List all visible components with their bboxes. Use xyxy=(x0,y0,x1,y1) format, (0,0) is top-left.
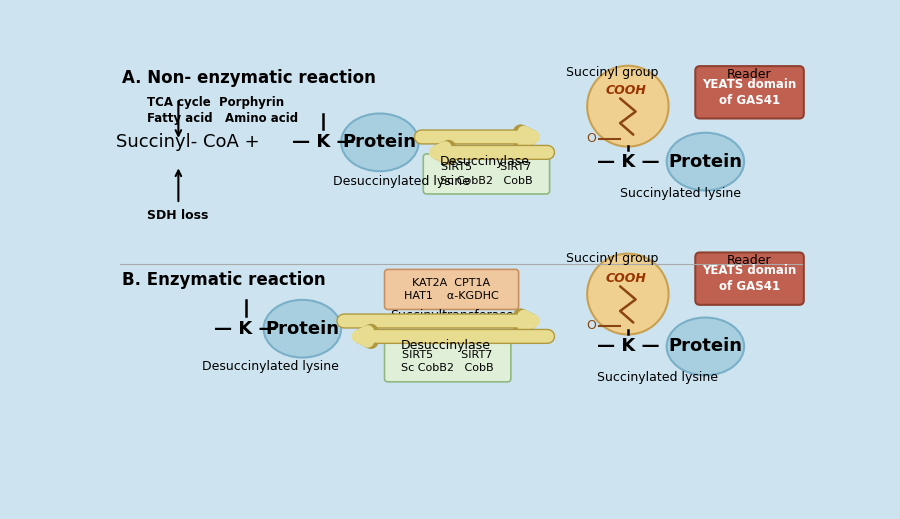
Text: Protein: Protein xyxy=(669,337,742,356)
Text: SDH loss: SDH loss xyxy=(148,209,209,222)
Text: O: O xyxy=(587,132,597,145)
Text: Desuccinylated lysine: Desuccinylated lysine xyxy=(202,360,338,373)
Text: SIRT5        SIRT7
Sc CobB2   CobB: SIRT5 SIRT7 Sc CobB2 CobB xyxy=(401,350,494,373)
FancyBboxPatch shape xyxy=(423,154,550,194)
Text: Succinylated lysine: Succinylated lysine xyxy=(597,371,718,384)
Text: Protein: Protein xyxy=(669,153,742,171)
Text: Succinyl group: Succinyl group xyxy=(566,252,659,265)
Text: COOH: COOH xyxy=(605,272,646,285)
Text: COOH: COOH xyxy=(605,84,646,97)
Text: Desuccinylated lysine: Desuccinylated lysine xyxy=(333,175,470,188)
FancyBboxPatch shape xyxy=(384,269,518,309)
Ellipse shape xyxy=(667,318,744,375)
Ellipse shape xyxy=(341,114,419,171)
Text: Reader: Reader xyxy=(727,254,772,267)
FancyBboxPatch shape xyxy=(384,342,511,382)
Text: TCA cycle  Porphyrin
Fatty acid   Amino acid: TCA cycle Porphyrin Fatty acid Amino aci… xyxy=(148,96,299,125)
Text: Succinylated lysine: Succinylated lysine xyxy=(620,187,741,200)
Ellipse shape xyxy=(587,254,669,334)
Text: Reader: Reader xyxy=(727,67,772,80)
Text: — K —: — K — xyxy=(214,320,277,338)
Text: Succinyl- CoA +: Succinyl- CoA + xyxy=(116,133,260,152)
Text: Protein: Protein xyxy=(266,320,339,338)
Ellipse shape xyxy=(667,133,744,190)
Text: — K —: — K — xyxy=(597,153,659,171)
FancyBboxPatch shape xyxy=(696,66,804,118)
FancyBboxPatch shape xyxy=(696,252,804,305)
Text: B. Enzymatic reaction: B. Enzymatic reaction xyxy=(122,271,326,289)
Text: — K —: — K — xyxy=(292,133,355,152)
Text: O: O xyxy=(587,319,597,332)
Text: A. Non- enzymatic reaction: A. Non- enzymatic reaction xyxy=(122,69,375,87)
Text: Desuccinylase: Desuccinylase xyxy=(400,339,490,352)
Ellipse shape xyxy=(264,300,341,358)
Ellipse shape xyxy=(587,66,669,146)
Text: KAT2A  CPT1A
HAT1    α-KGDHC: KAT2A CPT1A HAT1 α-KGDHC xyxy=(404,278,499,301)
Text: Protein: Protein xyxy=(343,133,417,152)
Text: Desuccinylase: Desuccinylase xyxy=(439,156,529,169)
Text: Succinyltransferase: Succinyltransferase xyxy=(390,309,513,322)
Text: — K —: — K — xyxy=(597,337,659,356)
Text: Succinyl group: Succinyl group xyxy=(566,66,659,79)
Text: YEATS domain
of GAS41: YEATS domain of GAS41 xyxy=(702,264,796,293)
Text: SIRT5        SIRT7
Sc CobB2   CobB: SIRT5 SIRT7 Sc CobB2 CobB xyxy=(440,162,533,185)
Text: YEATS domain
of GAS41: YEATS domain of GAS41 xyxy=(702,78,796,107)
